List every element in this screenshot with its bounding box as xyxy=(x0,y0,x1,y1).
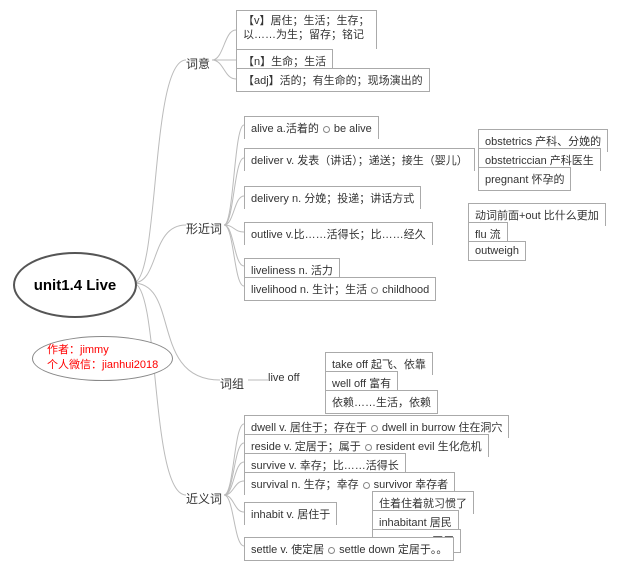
branch-similar[interactable]: 形近词 xyxy=(186,220,222,237)
phrase-liveoff: live off xyxy=(268,372,300,384)
branch-meaning[interactable]: 词意 xyxy=(186,55,210,72)
branch-synonym[interactable]: 近义词 xyxy=(186,490,222,507)
similar-livelihood: livelihood n. 生计；生活childhood xyxy=(244,277,436,301)
similar-alive: alive a.活着的be alive xyxy=(244,116,379,139)
similar-deliver: deliver v. 发表（讲话）；递送；接生（婴儿） xyxy=(244,148,475,171)
similar-deliver-s3: pregnant 怀孕的 xyxy=(478,167,571,191)
similar-outlive-s3: outweigh xyxy=(468,241,526,261)
author-badge: 作者：jimmy 个人微信：jianhui2018 xyxy=(32,336,173,381)
root-node[interactable]: unit1.4 Live xyxy=(13,252,137,318)
syn-settle: settle v. 使定居settle down 定居于。。 xyxy=(244,537,454,561)
similar-outlive: outlive v.比……活得长；比……经久 xyxy=(244,222,433,245)
meaning-adj: 【adj】活的；有生命的；现场演出的 xyxy=(236,68,430,92)
author-name: 作者：jimmy xyxy=(47,343,158,358)
syn-inhabit: inhabit v. 居住于 xyxy=(244,502,337,525)
meaning-v: 【v】居住；生活；生存；以……为生；留存；铭记 xyxy=(236,10,377,49)
branch-phrase[interactable]: 词组 xyxy=(220,375,244,392)
author-wechat: 个人微信：jianhui2018 xyxy=(47,358,158,373)
similar-delivery: delivery n. 分娩；投递；讲话方式 xyxy=(244,186,421,209)
phrase-s3: 依赖……生活，依赖 xyxy=(325,390,438,414)
